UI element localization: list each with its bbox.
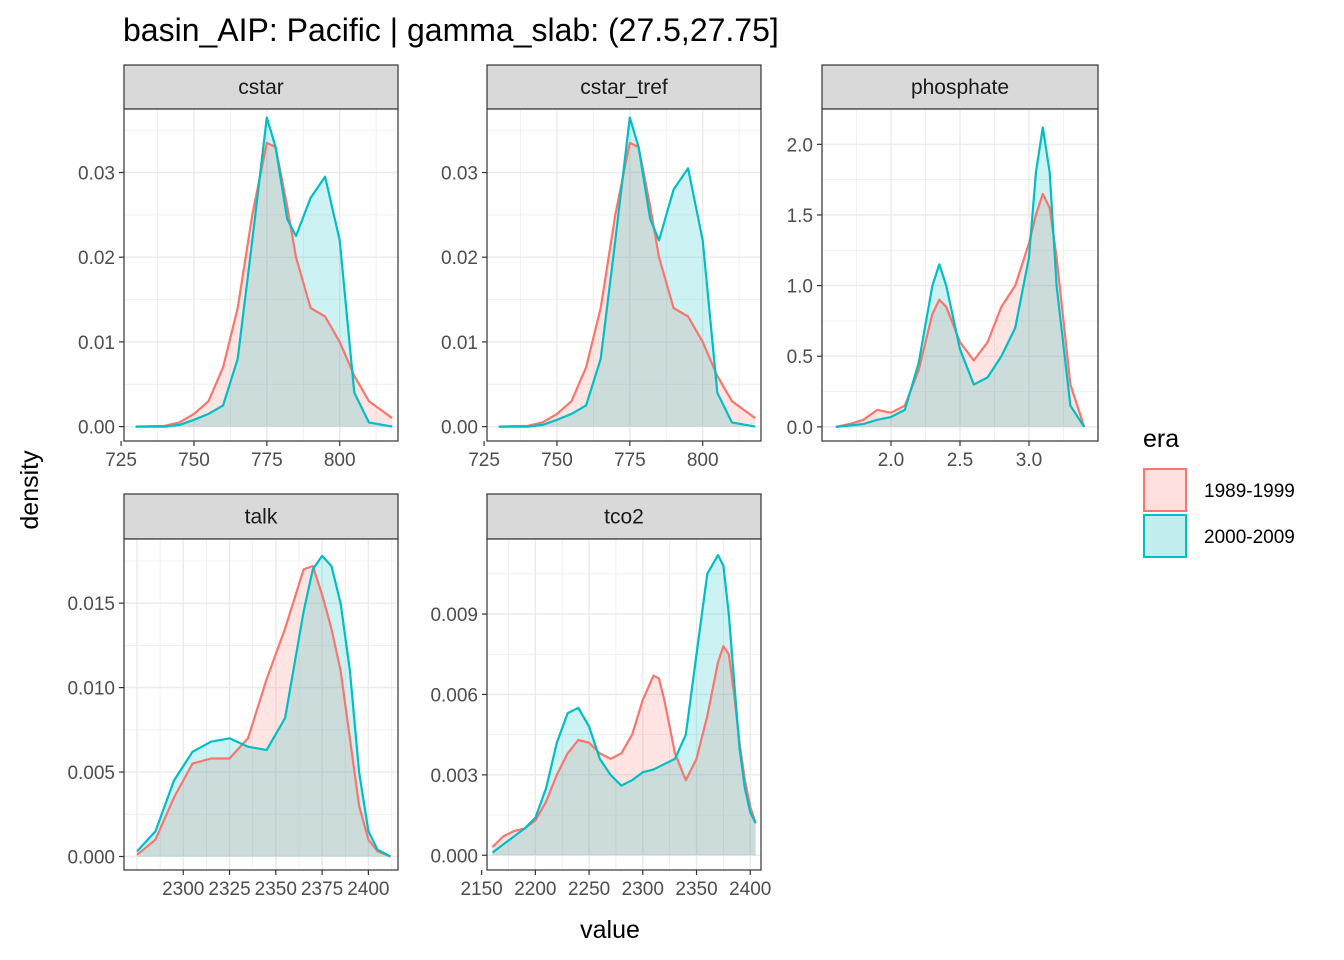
gridlines (821, 108, 1099, 441)
density-line-2000-2009 (136, 554, 392, 858)
density-area-1989-1999 (135, 142, 393, 427)
gridlines (124, 539, 398, 870)
y-tick-label: 0.02 (441, 248, 478, 269)
y-tick-label: 0.000 (430, 846, 478, 867)
density-area-2000-2009 (135, 117, 393, 427)
facet-strip (821, 64, 1099, 110)
y-tick-label: 1.5 (787, 206, 813, 227)
y-tick-label: 0.01 (441, 333, 478, 354)
x-tick-label: 2400 (729, 879, 771, 900)
legend: era 1989-1999 2000-2009 (1143, 425, 1295, 558)
facet-panel-cstar_tref: cstar_tref 725 750 775 800 0.00 0.01 0.02 0.03 (441, 64, 762, 471)
x-tick-label: 2.5 (947, 450, 973, 471)
density-area-1989-1999 (137, 566, 391, 857)
y-tick-label: 2.0 (787, 135, 813, 156)
x-tick-label: 2350 (255, 879, 297, 900)
x-tick-label: 2375 (301, 879, 343, 900)
x-tick-label: 2350 (675, 879, 717, 900)
density-line-1989-1999 (136, 564, 392, 858)
facet-strip-label: cstar (238, 76, 284, 99)
density-area-2000-2009 (492, 555, 756, 856)
y-tick-label: 0.009 (430, 605, 478, 626)
density-line-2000-2009 (835, 126, 1086, 428)
y-tick-label: 0.010 (67, 679, 115, 700)
y-tick-label: 1.0 (787, 277, 813, 298)
legend-entry-2000-2009: 2000-2009 (1143, 514, 1295, 558)
legend-title: era (1143, 425, 1179, 453)
x-tick-label: 775 (251, 450, 283, 471)
legend-label-2000-2009: 2000-2009 (1204, 527, 1295, 548)
x-tick-label: 775 (614, 450, 646, 471)
x-tick-label: 3.0 (1016, 450, 1042, 471)
facet-panel-tco2: tco2 2150 2200 2250 2300 2350 2400 0.000 0.003 0.… (430, 493, 771, 900)
x-tick-label: 2300 (162, 879, 204, 900)
y-axis-title: density (16, 450, 44, 530)
facet-strip-label: phosphate (911, 76, 1009, 99)
density-area-2000-2009 (498, 117, 756, 427)
x-tick-label: 2.0 (878, 450, 904, 471)
x-tick-label: 2250 (568, 879, 610, 900)
legend-entry-1989-1999: 1989-1999 (1143, 468, 1295, 512)
y-tick-label: 0.03 (441, 164, 478, 185)
y-tick-label: 0.005 (67, 763, 115, 784)
x-tick-label: 800 (324, 450, 356, 471)
facet-strip-label: talk (245, 506, 278, 529)
facet-strip-label: cstar_tref (580, 76, 668, 99)
x-tick-label: 2300 (622, 879, 664, 900)
density-line-1989-1999 (498, 141, 756, 428)
y-tick-label: 0.00 (78, 418, 115, 439)
density-area-1989-1999 (835, 193, 1085, 427)
facet-strip (486, 493, 762, 540)
y-tick-label: 0.02 (78, 248, 115, 269)
facet-strip (123, 493, 399, 540)
facet-strip (123, 64, 399, 110)
panel-border (123, 538, 399, 871)
x-tick-label: 725 (468, 450, 500, 471)
y-tick-label: 0.000 (67, 847, 115, 868)
density-line-2000-2009 (491, 554, 757, 854)
gridlines (487, 539, 761, 870)
y-tick-label: 0.01 (78, 333, 115, 354)
x-tick-label: 750 (178, 450, 210, 471)
facet-panel-phosphate: phosphate 2.0 2.5 3.0 0.0 0.5 1.0 1.5 2.0 (787, 64, 1099, 471)
density-line-1989-1999 (491, 645, 757, 848)
x-tick-label: 800 (687, 450, 719, 471)
x-tick-label: 2200 (514, 879, 556, 900)
panel-border (486, 538, 762, 871)
y-tick-label: 0.003 (430, 766, 478, 787)
x-tick-label: 750 (541, 450, 573, 471)
x-axis-title: value (580, 916, 640, 944)
y-tick-label: 0.0 (787, 418, 813, 439)
y-tick-label: 0.015 (67, 594, 115, 615)
y-tick-label: 0.006 (430, 685, 478, 706)
legend-key-2000-2009 (1143, 514, 1187, 558)
x-tick-label: 725 (105, 450, 137, 471)
y-tick-label: 0.5 (787, 347, 813, 368)
density-line-2000-2009 (498, 116, 756, 428)
density-area-1989-1999 (498, 142, 756, 427)
x-tick-label: 2400 (347, 879, 389, 900)
density-area-2000-2009 (835, 127, 1085, 427)
y-tick-label: 0.03 (78, 164, 115, 185)
panel-border (123, 108, 399, 442)
facet-strip (486, 64, 762, 110)
density-line-1989-1999 (835, 192, 1086, 428)
x-tick-label: 2325 (208, 879, 250, 900)
legend-key-1989-1999 (1143, 468, 1187, 512)
chart-title: basin_AIP: Pacific | gamma_slab: (27.5,2… (123, 12, 779, 48)
panel-border (486, 108, 762, 442)
x-tick-label: 2150 (460, 879, 502, 900)
density-area-2000-2009 (137, 555, 391, 857)
facet-panel-cstar: cstar 725 750 775 800 0.00 0.01 0.02 0.03 (78, 64, 399, 471)
density-line-1989-1999 (135, 141, 393, 428)
facet-strip-label: tco2 (604, 506, 644, 529)
y-tick-label: 0.00 (441, 418, 478, 439)
legend-label-1989-1999: 1989-1999 (1204, 481, 1295, 502)
density-line-2000-2009 (135, 116, 393, 428)
facet-panel-talk: talk 2300 2325 2350 2375 2400 0.000 0.005 0.010 0… (67, 493, 399, 900)
